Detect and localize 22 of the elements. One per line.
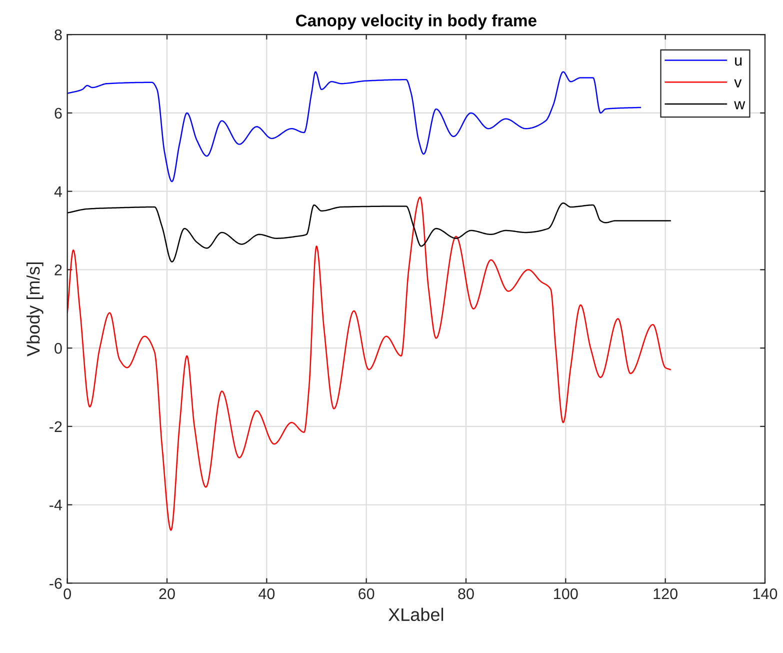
x-tick-label: 140: [753, 588, 778, 600]
legend-label: v: [734, 79, 742, 88]
x-tick-label: 0: [64, 588, 71, 600]
x-tick-label: 80: [458, 588, 474, 600]
chart-title: Canopy velocity in body frame: [296, 14, 536, 30]
legend-label: u: [735, 57, 742, 66]
x-tick-label: 40: [258, 588, 275, 600]
x-tick-label: 120: [654, 588, 678, 600]
y-tick-label: 8: [54, 29, 62, 40]
y-tick-label: 0: [54, 342, 62, 354]
y-tick-label: 4: [54, 186, 62, 197]
y-tick-label: -6: [50, 578, 62, 589]
y-tick-label: 6: [54, 108, 62, 119]
y-tick-label: -4: [50, 500, 62, 510]
x-tick-label: 20: [159, 588, 175, 600]
y-tick-label: -2: [50, 421, 62, 432]
x-tick-label: 100: [554, 588, 578, 600]
x-tick-label: 60: [358, 588, 374, 600]
y-tick-label: 2: [54, 264, 62, 276]
y-axis-title: Vbody [m/s]: [26, 262, 44, 356]
x-axis-title: XLabel: [388, 608, 444, 622]
legend-label: w: [734, 101, 746, 110]
